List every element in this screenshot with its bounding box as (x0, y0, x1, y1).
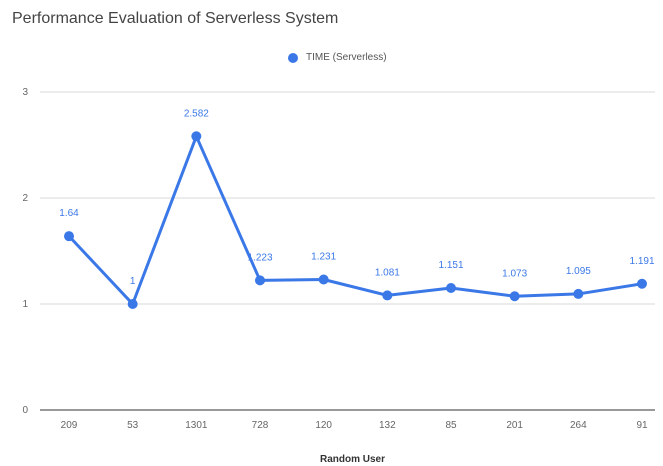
data-point (573, 288, 584, 299)
x-tick-label: 91 (636, 420, 648, 431)
x-tick-label: 132 (379, 420, 396, 431)
legend-label: TIME (Serverless) (306, 52, 387, 63)
data-label: 1.095 (566, 266, 591, 277)
data-point (637, 278, 647, 289)
x-tick-label: 1301 (185, 420, 208, 431)
data-label: 1.151 (438, 260, 463, 271)
x-tick-label: 728 (252, 420, 269, 431)
data-label: 1.191 (629, 256, 654, 267)
data-point (255, 275, 265, 286)
data-label: 1.073 (502, 268, 527, 279)
x-tick-label: 209 (61, 420, 78, 431)
x-axis-title: Random User (320, 454, 385, 465)
y-tick-label: 1 (22, 299, 28, 310)
legend: TIME (Serverless) (288, 52, 387, 63)
y-tick-label: 3 (22, 87, 28, 98)
x-tick-label: 85 (445, 420, 457, 431)
data-point (191, 131, 202, 142)
data-label: 1.223 (247, 252, 272, 263)
data-point (127, 299, 138, 309)
data-point (509, 291, 520, 302)
chart-title: Performance Evaluation of Serverless Sys… (12, 10, 339, 27)
y-tick-label: 2 (22, 193, 28, 204)
data-label: 1.231 (311, 252, 336, 263)
x-tick-label: 264 (570, 420, 587, 431)
data-label: 1 (130, 276, 136, 287)
data-point (446, 282, 456, 293)
data-point (64, 231, 74, 242)
x-tick-label: 120 (315, 420, 332, 431)
y-tick-label: 0 (22, 405, 28, 416)
data-label: 2.582 (184, 108, 209, 119)
x-tick-label: 53 (127, 420, 139, 431)
x-tick-label: 201 (506, 420, 523, 431)
series-line (67, 134, 643, 306)
data-point (382, 290, 393, 301)
data-label: 1.081 (375, 267, 400, 278)
legend-marker (288, 52, 298, 63)
data-label: 1.64 (59, 208, 79, 219)
data-point (318, 274, 329, 285)
